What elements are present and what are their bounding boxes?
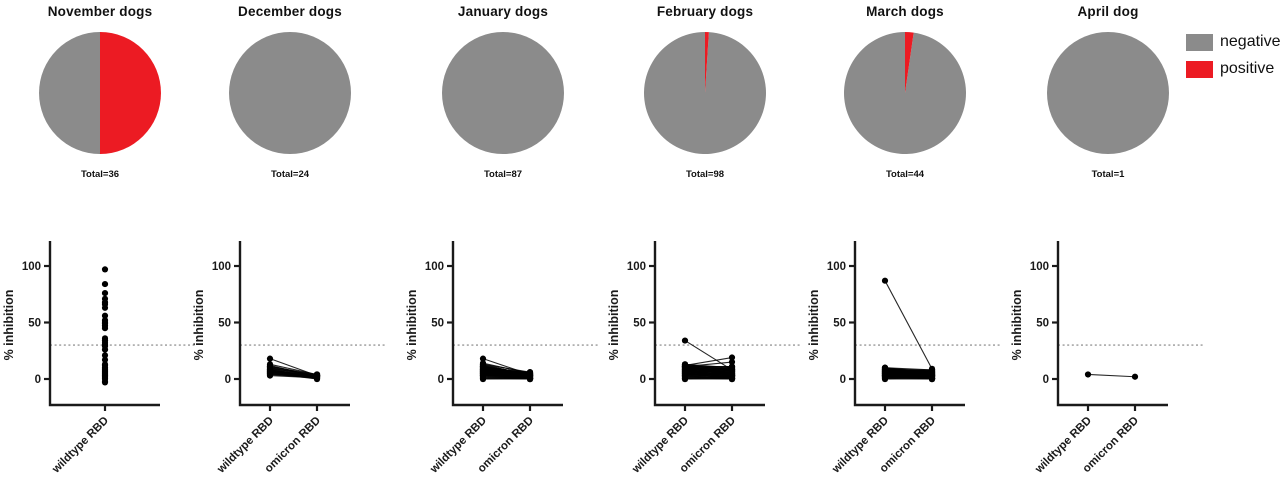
pie-title: December dogs [238, 4, 342, 19]
panel-december-dogs: December dogs Total=24 0 50 100 % inhibitio… [190, 0, 390, 483]
y-tick-label: 0 [640, 374, 646, 386]
legend-label-negative: negative [1220, 33, 1280, 50]
pie-chart [1047, 32, 1169, 154]
y-axis-label: % inhibition [607, 290, 621, 361]
y-tick-label: 0 [1043, 374, 1049, 386]
legend: negative positive [1186, 33, 1280, 78]
y-tick-label: 50 [28, 318, 41, 330]
negative-swatch-icon [1186, 33, 1213, 51]
y-tick-label: 50 [633, 318, 646, 330]
positive-swatch-icon [1186, 60, 1213, 78]
y-tick-label: 100 [22, 261, 41, 273]
pie-title: January dogs [457, 4, 549, 19]
y-tick-label: 100 [1030, 261, 1049, 273]
y-tick-label: 100 [627, 261, 646, 273]
legend-item-positive: positive [1186, 60, 1280, 78]
pie-total-label: Total=44 [885, 169, 925, 180]
pie-title: November dogs [47, 4, 153, 19]
pie-total-label: Total=87 [483, 169, 523, 180]
panel-november-dogs: November dogs Total=36 0 50 100 % inhibitio… [0, 0, 200, 483]
y-axis-label: % inhibition [807, 290, 821, 361]
y-tick-label: 50 [1036, 318, 1049, 330]
y-tick-label: 0 [840, 374, 846, 386]
pie-title: April dog [1077, 4, 1139, 19]
panel-january-dogs: January dogs Total=87 0 50 100 % inhibition… [403, 0, 603, 483]
pie-chart [644, 32, 766, 154]
y-axis-label: % inhibition [405, 290, 419, 361]
pie-chart [39, 32, 161, 154]
y-tick-label: 100 [212, 261, 231, 273]
y-tick-label: 50 [833, 318, 846, 330]
y-tick-label: 0 [438, 374, 444, 386]
y-tick-label: 50 [218, 318, 231, 330]
pie-chart [442, 32, 564, 154]
y-tick-label: 100 [425, 261, 444, 273]
pie-total-label: Total=24 [270, 169, 310, 180]
y-axis-label: % inhibition [1010, 290, 1024, 361]
inhibition-plot: 0 50 100 % inhibition wildtype RBD [2, 241, 196, 477]
y-tick-label: 50 [431, 318, 444, 330]
legend-label-positive: positive [1220, 60, 1275, 77]
y-axis-label: % inhibition [2, 290, 16, 361]
pie-total-label: Total=98 [685, 169, 725, 180]
panel-february-dogs: February dogs Total=98 0 50 100 % inhibitio… [605, 0, 805, 483]
pie-title: March dogs [866, 4, 944, 19]
pie-total-label: Total=36 [80, 169, 120, 180]
legend-item-negative: negative [1186, 33, 1280, 51]
pie-title: February dogs [656, 4, 754, 19]
panel-april-dog: April dog Total=1 0 50 100% inhibition wild… [1008, 0, 1208, 483]
panel-march-dogs: March dogs Total=44 0 50 100% inhibition wi… [805, 0, 1005, 483]
y-axis-label: % inhibition [192, 290, 206, 361]
pie-total-label: Total=1 [1091, 169, 1125, 180]
x-category-label: wildtype RBD [50, 415, 112, 477]
pie-chart [229, 32, 351, 154]
y-tick-label: 100 [827, 261, 846, 273]
pie-chart [844, 32, 966, 154]
y-tick-label: 0 [35, 374, 41, 386]
y-tick-label: 0 [225, 374, 231, 386]
